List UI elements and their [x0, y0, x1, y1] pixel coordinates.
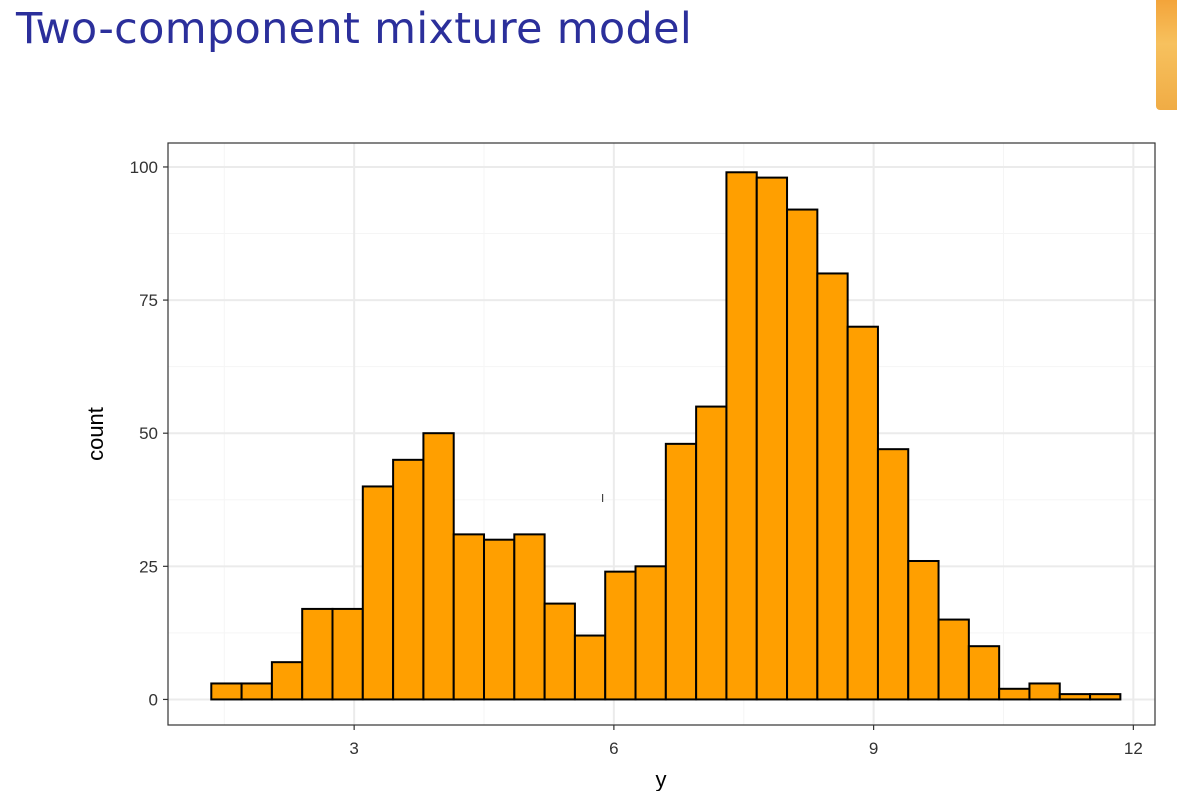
text-cursor-icon: I: [601, 492, 605, 505]
histogram-bar: [331, 607, 364, 701]
x-axis-ticks: 3 6 9 12: [349, 725, 1143, 758]
histogram-bar: [967, 645, 1001, 701]
histogram-bar: [695, 405, 728, 701]
y-tick-label: 100: [130, 158, 158, 177]
histogram-bar: [876, 448, 910, 701]
x-tick-label: 3: [349, 739, 358, 758]
histogram-bar: [1028, 682, 1061, 701]
histogram-bar: [573, 634, 607, 701]
histogram-bar: [998, 687, 1031, 701]
slide-title: Two-component mixture model: [16, 4, 693, 54]
histogram-bar: [210, 682, 243, 701]
histogram-bar: [301, 607, 334, 701]
histogram-bar: [361, 485, 395, 701]
histogram-bar: [483, 538, 516, 701]
histogram-bar: [543, 602, 576, 701]
histogram-bar: [452, 533, 486, 701]
histogram-bar: [392, 458, 425, 701]
histogram-bar: [755, 176, 789, 701]
histogram-bar: [513, 533, 546, 701]
y-axis-title: count: [83, 407, 108, 461]
y-axis-ticks: 0 25 50 75 100: [130, 158, 168, 709]
y-tick-label: 0: [149, 690, 158, 709]
histogram-bar: [422, 432, 455, 701]
y-tick-label: 50: [139, 424, 158, 443]
y-tick-label: 75: [139, 291, 158, 310]
histogram-bar: [816, 272, 849, 701]
histogram-bars: [210, 171, 1122, 701]
histogram-bar: [634, 565, 667, 701]
x-tick-label: 6: [609, 739, 618, 758]
y-tick-label: 25: [139, 557, 158, 576]
corner-decoration: [1156, 0, 1177, 110]
histogram-bar: [937, 618, 970, 701]
histogram-bar: [240, 682, 273, 701]
histogram-bar: [604, 570, 637, 701]
histogram-bar: [907, 559, 940, 701]
histogram-bar: [846, 325, 879, 701]
x-tick-label: 9: [869, 739, 878, 758]
plot-panel-border: [167, 142, 1156, 726]
histogram-bar: [270, 661, 304, 701]
histogram-bar: [725, 171, 758, 701]
x-axis-title: y: [656, 767, 667, 791]
histogram-bar: [1089, 693, 1122, 701]
x-tick-label: 12: [1124, 739, 1143, 758]
histogram-bar: [664, 442, 698, 701]
histogram-bar: [1058, 693, 1092, 701]
histogram-bar: [786, 208, 819, 701]
